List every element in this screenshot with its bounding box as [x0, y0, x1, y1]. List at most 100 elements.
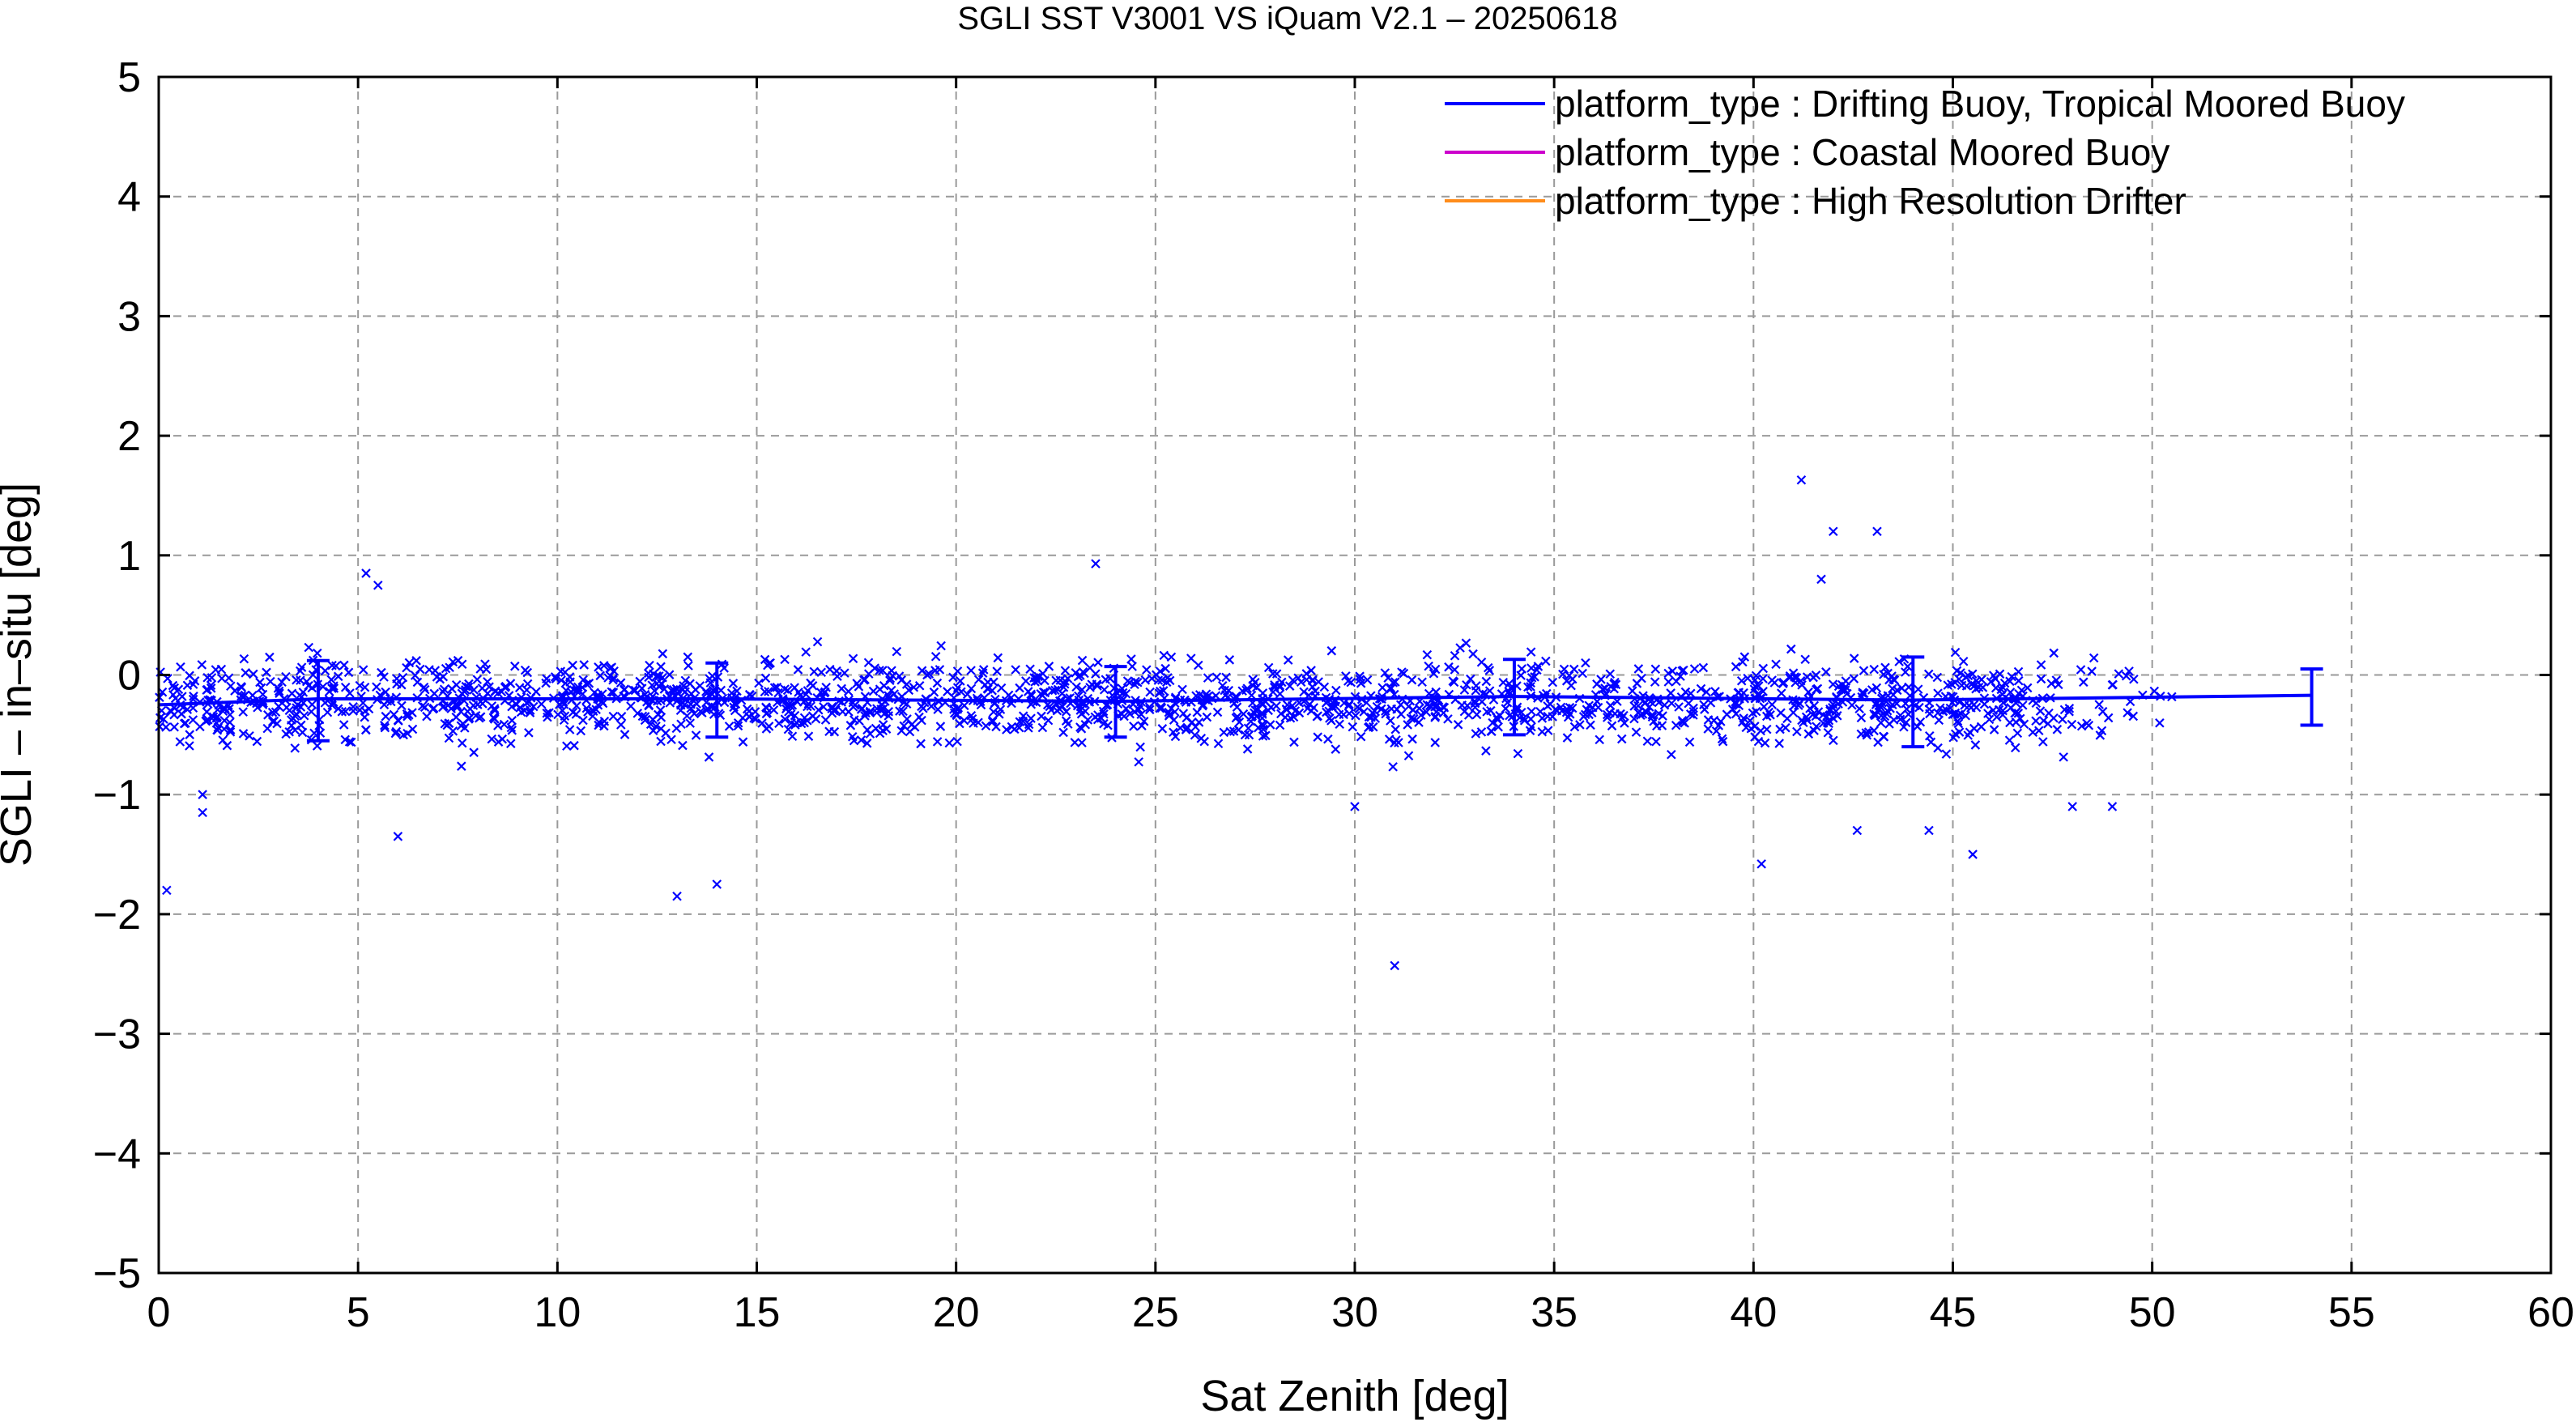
scatter-point: [769, 683, 780, 693]
scatter-point: [1234, 717, 1245, 727]
scatter-point: [1924, 825, 1934, 836]
scatter-point: [1501, 704, 1511, 713]
scatter-point: [862, 739, 872, 748]
scatter-point: [424, 665, 434, 675]
scatter-point: [1800, 654, 1810, 665]
scatter-point: [666, 734, 676, 745]
scatter-point: [1678, 717, 1688, 727]
scatter-point: [239, 654, 249, 664]
scatter-point: [1758, 663, 1769, 674]
scatter-point: [162, 885, 172, 896]
scatter-point: [2123, 708, 2132, 717]
error-bar: [1901, 655, 1925, 749]
scatter-point: [1062, 674, 1073, 683]
scatter-point: [1477, 696, 1487, 707]
scatter-point: [1879, 670, 1888, 679]
scatter-point: [594, 662, 603, 672]
scatter-point: [306, 707, 317, 717]
scatter-point: [1481, 746, 1491, 756]
scatter-point: [560, 711, 570, 722]
scatter-point: [543, 712, 552, 722]
scatter-point: [1828, 679, 1838, 689]
scatter-point: [1258, 724, 1268, 734]
x-tick-label: 10: [534, 1289, 581, 1336]
scatter-point: [177, 709, 186, 719]
scatter-point: [875, 684, 885, 694]
scatter-point: [1417, 677, 1427, 688]
scatter-point: [1194, 660, 1203, 671]
scatter-point: [1739, 713, 1748, 723]
scatter-point: [1313, 711, 1323, 721]
scatter-point: [282, 702, 292, 713]
scatter-point: [1071, 682, 1081, 692]
scatter-point: [1386, 716, 1395, 726]
scatter-point: [1050, 685, 1060, 696]
scatter-point: [982, 683, 993, 694]
scatter-point: [1246, 712, 1256, 722]
x-tick-label: 35: [1531, 1289, 1578, 1336]
scatter-point: [326, 675, 336, 685]
scatter-point: [1077, 685, 1087, 695]
scatter-point: [784, 700, 794, 709]
scatter-point: [1159, 650, 1169, 661]
chart-title: SGLI SST V3001 VS iQuam V2.1 – 20250618: [957, 1, 1617, 36]
scatter-point: [1191, 691, 1201, 701]
scatter-point: [1079, 668, 1089, 679]
scatter-point: [1821, 667, 1831, 677]
x-tick-label: 40: [1730, 1289, 1777, 1336]
y-tick-label: 1: [117, 533, 141, 580]
scatter-point: [1416, 710, 1426, 720]
scatter-point: [645, 660, 654, 671]
scatter-point: [1609, 679, 1619, 689]
scatter-point: [1462, 679, 1471, 690]
scatter-point: [290, 743, 300, 753]
scatter-point: [1117, 709, 1127, 719]
scatter-point: [764, 687, 773, 696]
scatter-point: [1586, 720, 1595, 730]
scatter-point: [1872, 526, 1882, 537]
scatter-point: [952, 705, 963, 714]
scatter-point: [393, 715, 403, 726]
scatter-point: [225, 727, 236, 737]
scatter-point: [2038, 737, 2048, 747]
scatter-point: [1628, 686, 1637, 696]
scatter-point: [809, 666, 820, 677]
scatter-point: [2012, 728, 2023, 739]
scatter-point: [1077, 738, 1087, 747]
scatter-point: [2128, 711, 2139, 722]
scatter-point: [878, 704, 888, 714]
scatter-point: [219, 704, 229, 713]
scatter-point: [1282, 705, 1292, 715]
scatter-point: [320, 666, 330, 676]
scatter-point: [1698, 662, 1709, 673]
scatter-point: [1144, 705, 1155, 715]
scatter-point: [1914, 702, 1924, 713]
scatter-point: [1361, 698, 1372, 708]
scatter-point: [1313, 732, 1322, 742]
scatter-point: [219, 724, 229, 734]
scatter-point: [458, 718, 468, 729]
scatter-point: [295, 666, 305, 676]
scatter-point: [500, 683, 510, 692]
scatter-point: [525, 708, 535, 717]
scatter-point: [790, 710, 800, 721]
scatter-point: [1595, 734, 1604, 745]
scatter-point: [439, 684, 449, 695]
error-bar: [1104, 665, 1127, 739]
scatter-point: [1938, 706, 1948, 717]
scatter-point: [185, 730, 195, 739]
scatter-point: [1785, 671, 1795, 681]
scatter-point: [198, 790, 207, 799]
scatter-point: [2031, 716, 2041, 726]
scatter-point: [773, 688, 783, 698]
scatter-point: [224, 673, 234, 683]
scatter-point: [560, 667, 570, 677]
scatter-point: [1598, 684, 1608, 694]
y-axis-label: SGLI – in–situ [deg]: [0, 483, 40, 866]
scatter-point: [1961, 672, 1971, 682]
scatter-point: [783, 724, 794, 734]
scatter-point: [2035, 706, 2046, 716]
scatter-point: [1142, 665, 1152, 675]
scatter-point: [1858, 688, 1867, 699]
scatter-point: [1677, 666, 1687, 676]
